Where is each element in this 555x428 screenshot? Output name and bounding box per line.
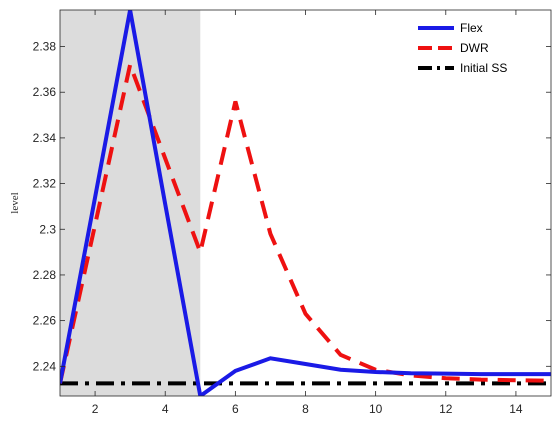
y-tick-label: 2.26 <box>33 314 57 328</box>
x-tick-label: 2 <box>92 402 99 416</box>
y-tick-label: 2.34 <box>33 131 57 145</box>
y-tick-label: 2.24 <box>33 359 57 373</box>
plot-area: 2 4 6 8 10 12 14 2.24 2.26 2.28 2.3 2.32 2.34 2.36 2.3… <box>33 9 552 416</box>
x-tick-label: 6 <box>232 402 239 416</box>
x-tick-label: 12 <box>439 402 453 416</box>
legend-dwr-label: DWR <box>460 41 489 55</box>
legend-flex-label: Flex <box>460 21 483 35</box>
y-tick-label: 2.3 <box>39 222 56 236</box>
legend: Flex DWR Initial SS <box>418 21 507 75</box>
series-line-flex-line <box>60 10 551 396</box>
legend-initial-ss-label: Initial SS <box>460 61 507 75</box>
series-line-dwr-line <box>60 57 551 384</box>
x-tick-label: 10 <box>369 402 383 416</box>
y-tick-label: 2.32 <box>33 177 57 191</box>
x-tick-label: 4 <box>162 402 169 416</box>
x-tick-label: 14 <box>509 402 523 416</box>
y-tick-label: 2.36 <box>33 85 57 99</box>
x-tick-label: 8 <box>302 402 309 416</box>
ticks-group: 2 4 6 8 10 12 14 2.24 2.26 2.28 2.3 2.32 2.34 2.36 2.3… <box>33 10 551 416</box>
y-tick-label: 2.28 <box>33 268 57 282</box>
y-tick-label: 2.38 <box>33 40 57 54</box>
series-group <box>60 10 551 396</box>
shaded-region <box>60 10 201 396</box>
y-axis-label: level <box>9 192 21 213</box>
